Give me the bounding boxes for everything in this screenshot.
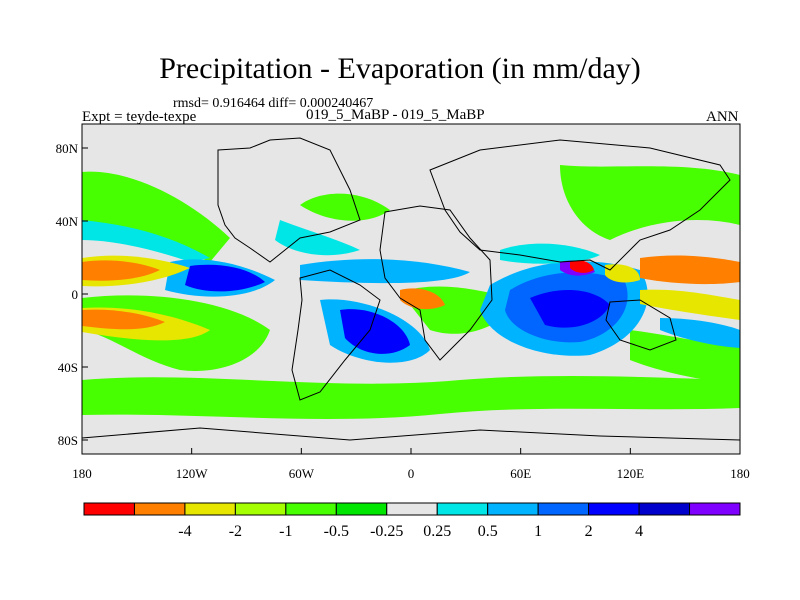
field-region [570,260,594,273]
field-region [605,264,640,283]
field-region [185,264,265,292]
colorbar-label: 0.25 [423,523,451,540]
field-region [82,375,740,419]
land-outlines [82,137,740,441]
colorbar-swatch [638,502,691,516]
colorbar-swatch [285,502,337,516]
colorbar-swatch [436,502,489,516]
field-region [300,259,470,284]
lon-tick-label: 180 [730,466,750,481]
field-region [660,318,740,348]
colorbar-swatch [83,502,135,516]
lon-tick-label: 120E [617,466,645,481]
colorbar-label: -4 [178,523,191,540]
colorbar-label: -0.25 [370,523,403,540]
colorbar-label: -2 [229,523,242,540]
field-region [640,255,740,285]
colorbar-swatch [689,502,741,516]
lat-axis: 80N 40N 0 40S 80S [56,141,88,448]
field-region [275,220,360,256]
colorbar-label: -1 [279,523,292,540]
coastline [291,269,381,401]
lat-tick-label: 40N [56,214,79,229]
colorbar-swatch [487,502,539,516]
colorbar-swatch [133,502,186,516]
stats-label: rmsd= 0.916464 diff= 0.000240467 [173,96,374,111]
lon-tick-label: 60E [510,466,531,481]
lat-tick-label: 80S [58,433,78,448]
experiment-label: Expt = teyde-texpe [82,109,197,125]
plot-title: Precipitation - Evaporation (in mm/day) [159,52,641,85]
colorbar-label: -0.5 [324,523,349,540]
coastline [429,139,731,271]
field-region [82,309,165,330]
field-region [500,243,600,264]
colorbar-swatch [234,502,287,516]
field-region [530,289,610,328]
field-region [640,289,740,320]
coastline [217,137,361,263]
coastline [82,427,740,441]
lat-tick-label: 80N [56,141,79,156]
colorbar: -4 -2 -1 -0.5 -0.25 0.25 0.5 1 2 4 [83,502,741,540]
lon-tick-label: 120W [176,466,209,481]
field-region [400,288,445,310]
coastline [379,205,493,361]
lat-tick-label: 40S [58,360,78,375]
colorbar-swatch [588,502,640,516]
field-region [82,171,230,262]
colorbar-label: 1 [534,523,542,540]
lat-tick-label: 0 [72,287,79,302]
lon-axis: 180 120W 60W 0 60E 120E 180 [72,448,750,481]
lon-tick-label: 0 [408,466,415,481]
case-label: 019_5_MaBP - 019_5_MaBP [306,107,485,123]
colorbar-swatch [386,502,438,516]
field-region [82,220,210,262]
colorbar-label: 4 [635,523,643,540]
field-region [300,193,390,221]
field-region [82,260,160,281]
season-label: ANN [706,109,739,125]
lon-tick-label: 60W [289,466,315,481]
lon-tick-label: 180 [72,466,92,481]
field-region [560,165,740,240]
coastline [605,299,677,351]
colorbar-label: 0.5 [478,523,498,540]
colorbar-swatch [335,502,388,516]
colorbar-swatch [184,502,236,516]
colorbar-swatch [537,502,590,516]
map-field [82,124,740,454]
colorbar-label: 2 [585,523,593,540]
field-region [340,309,410,354]
